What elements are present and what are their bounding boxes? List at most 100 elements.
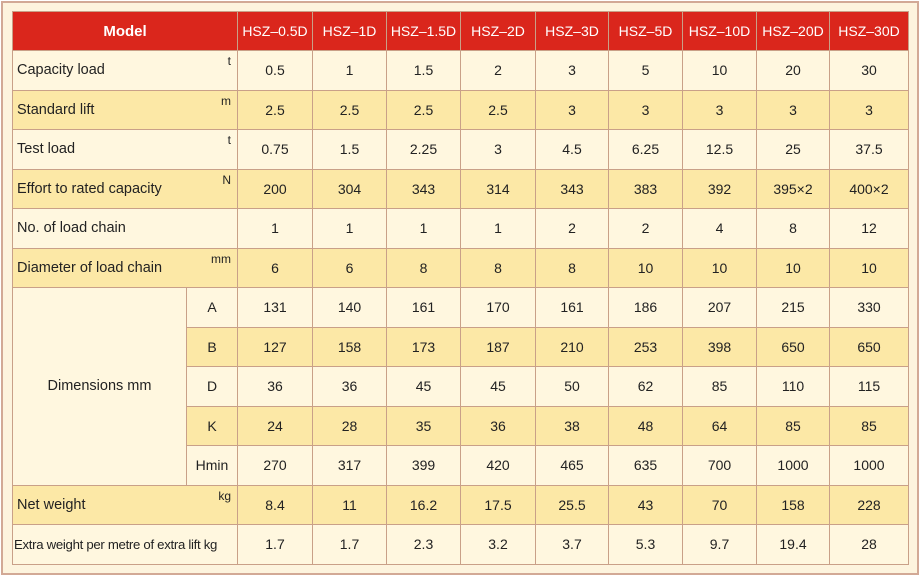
dimension-sublabel: Hmin	[186, 445, 238, 486]
value-cell: 3	[608, 89, 683, 130]
value-cell: 36	[312, 366, 387, 407]
value-cell: 3	[535, 89, 609, 130]
value-cell: 330	[829, 287, 909, 328]
value-cell: 8	[460, 247, 536, 288]
model-column-header: HSZ–3D	[535, 11, 609, 51]
row-label-text: Extra weight per metre of extra lift kg	[14, 536, 218, 552]
value-cell: 8	[386, 247, 461, 288]
table-row: Dimensions mm A 131 140 161 170 161 186 207 215 33…	[12, 287, 909, 486]
unit-label: m	[221, 93, 231, 108]
row-label-text: Test load	[17, 141, 76, 158]
value-cell: 45	[386, 366, 461, 407]
row-label: Capacity load t	[12, 50, 238, 91]
value-cell: 2.5	[312, 89, 387, 130]
row-label-text: Net weight	[17, 496, 86, 513]
value-cell: 50	[535, 366, 609, 407]
row-label: Effort to rated capacity N	[12, 168, 238, 209]
row-label-text: Diameter of load chain	[17, 259, 163, 276]
value-cell: 170	[460, 287, 536, 328]
table-row: Extra weight per metre of extra lift kg 1…	[12, 524, 909, 565]
row-label-text: Standard lift	[17, 101, 95, 118]
row-label: Test load t	[12, 129, 238, 170]
value-cell: 161	[386, 287, 461, 328]
value-cell: 17.5	[460, 484, 536, 525]
value-cell: 210	[535, 326, 609, 367]
value-cell: 253	[608, 326, 683, 367]
value-cell: 36	[460, 405, 536, 446]
model-column-header: HSZ–1.5D	[386, 11, 461, 51]
value-cell: 1	[312, 208, 387, 249]
value-cell: 6	[237, 247, 313, 288]
value-cell: 16.2	[386, 484, 461, 525]
value-cell: 3	[535, 50, 609, 91]
value-cell: 140	[312, 287, 387, 328]
value-cell: 1	[460, 208, 536, 249]
unit-label: mm	[211, 251, 231, 266]
dimension-sublabel: D	[186, 366, 238, 407]
model-column-header: HSZ–0.5D	[237, 11, 313, 51]
table-row: Net weight kg 8.4 11 16.2 17.5 25.5 43 70 158 228	[12, 484, 909, 525]
value-cell: 10	[682, 247, 757, 288]
value-cell: 5.3	[608, 524, 683, 565]
specifications-table: Model HSZ–0.5D HSZ–1D HSZ–1.5D HSZ–2D HSZ–3D H…	[12, 11, 909, 565]
value-cell: 43	[608, 484, 683, 525]
value-cell: 6	[312, 247, 387, 288]
value-cell: 1000	[829, 445, 909, 486]
value-cell: 3	[829, 89, 909, 130]
table-row: Effort to rated capacity N 200 304 343 314 343…	[12, 168, 909, 209]
dimension-sublabel: K	[186, 405, 238, 446]
value-cell: 12.5	[682, 129, 757, 170]
value-cell: 3	[682, 89, 757, 130]
value-cell: 6.25	[608, 129, 683, 170]
value-cell: 200	[237, 168, 313, 209]
unit-label: kg	[218, 488, 231, 503]
model-column-header: HSZ–30D	[829, 11, 909, 51]
value-cell: 1.5	[386, 50, 461, 91]
model-header: Model	[12, 11, 238, 51]
value-cell: 10	[682, 50, 757, 91]
table-row: Diameter of load chain mm 6 6 8 8 8 10 10 10 10	[12, 247, 909, 288]
model-column-header: HSZ–1D	[312, 11, 387, 51]
header-row: Model HSZ–0.5D HSZ–1D HSZ–1.5D HSZ–2D HSZ–3D H…	[12, 11, 909, 51]
row-label: Extra weight per metre of extra lift kg	[12, 524, 238, 565]
row-label-text: Effort to rated capacity	[17, 180, 162, 197]
row-label: No. of load chain	[12, 208, 238, 249]
value-cell: 8	[535, 247, 609, 288]
value-cell: 228	[829, 484, 909, 525]
dimension-sublabel: A	[186, 287, 238, 328]
unit-label: N	[222, 172, 231, 187]
table-row: K 24 28 35 36 38 48 64 85 85	[13, 405, 909, 446]
value-cell: 5	[608, 50, 683, 91]
value-cell: 38	[535, 405, 609, 446]
value-cell: 36	[237, 366, 313, 407]
row-label: Diameter of load chain mm	[12, 247, 238, 288]
value-cell: 395×2	[756, 168, 830, 209]
model-column-header: HSZ–10D	[682, 11, 757, 51]
value-cell: 11	[312, 484, 387, 525]
row-label-text: Capacity load	[17, 62, 105, 79]
value-cell: 4.5	[535, 129, 609, 170]
value-cell: 28	[829, 524, 909, 565]
value-cell: 2.5	[460, 89, 536, 130]
value-cell: 399	[386, 445, 461, 486]
unit-label: t	[227, 54, 231, 68]
table-row: B 127 158 173 187 210 253 398 650 650	[13, 326, 909, 367]
value-cell: 10	[829, 247, 909, 288]
value-cell: 186	[608, 287, 683, 328]
value-cell: 187	[460, 326, 536, 367]
value-cell: 1.7	[237, 524, 313, 565]
value-cell: 343	[386, 168, 461, 209]
value-cell: 85	[756, 405, 830, 446]
value-cell: 383	[608, 168, 683, 209]
model-column-header: HSZ–20D	[756, 11, 830, 51]
value-cell: 304	[312, 168, 387, 209]
value-cell: 19.4	[756, 524, 830, 565]
value-cell: 400×2	[829, 168, 909, 209]
value-cell: 8	[756, 208, 830, 249]
value-cell: 24	[237, 405, 313, 446]
value-cell: 3	[756, 89, 830, 130]
row-label-text: No. of load chain	[17, 220, 126, 237]
value-cell: 35	[386, 405, 461, 446]
value-cell: 115	[829, 366, 909, 407]
value-cell: 20	[756, 50, 830, 91]
